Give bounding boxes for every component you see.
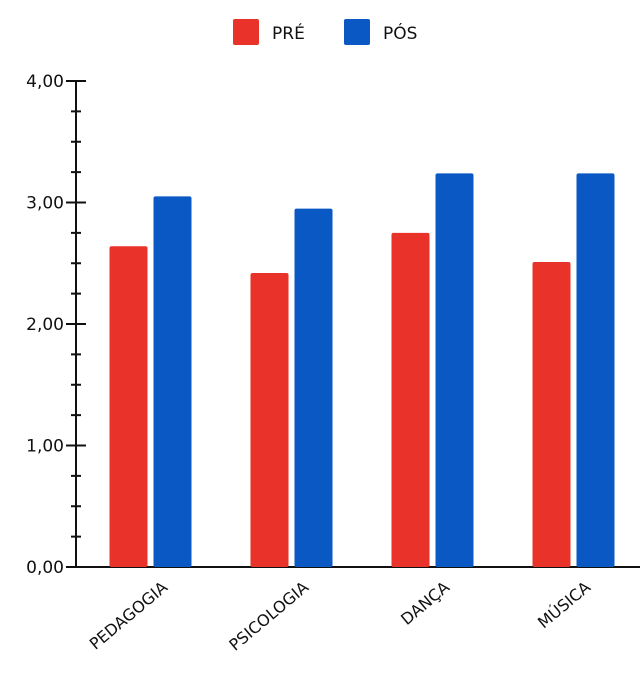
- y-tick-label: 1,00: [26, 437, 64, 457]
- y-tick-label: 2,00: [26, 315, 64, 335]
- x-category-label: DANÇA: [397, 577, 453, 628]
- legend-label: PRÉ: [272, 22, 305, 44]
- bar-pos-4: [576, 173, 615, 567]
- legend-swatch: [233, 19, 259, 45]
- legend: PRÉ PÓS: [233, 19, 417, 45]
- bar-pre-4: [532, 262, 571, 567]
- y-tick-label: 3,00: [26, 194, 64, 214]
- bar-pre-1: [109, 246, 148, 568]
- bar-pos-2: [294, 208, 333, 567]
- x-category-label: PSICOLOGIA: [225, 577, 312, 654]
- x-category-label: MÚSICA: [534, 577, 594, 632]
- bar-pos-1: [153, 196, 192, 568]
- legend-label: PÓS: [383, 22, 417, 44]
- x-category-label: PEDAGOGIA: [86, 577, 171, 653]
- category-labels: PEDAGOGIA PSICOLOGIA DANÇA MÚSICA: [86, 577, 594, 654]
- bars: [109, 173, 615, 568]
- legend-swatch: [344, 19, 370, 45]
- y-tick-label: 0,00: [26, 558, 64, 578]
- bar-pre-2: [250, 272, 289, 567]
- y-tick-label: 4,00: [26, 72, 64, 92]
- bar-pos-3: [435, 173, 474, 567]
- bar-pre-3: [391, 232, 430, 567]
